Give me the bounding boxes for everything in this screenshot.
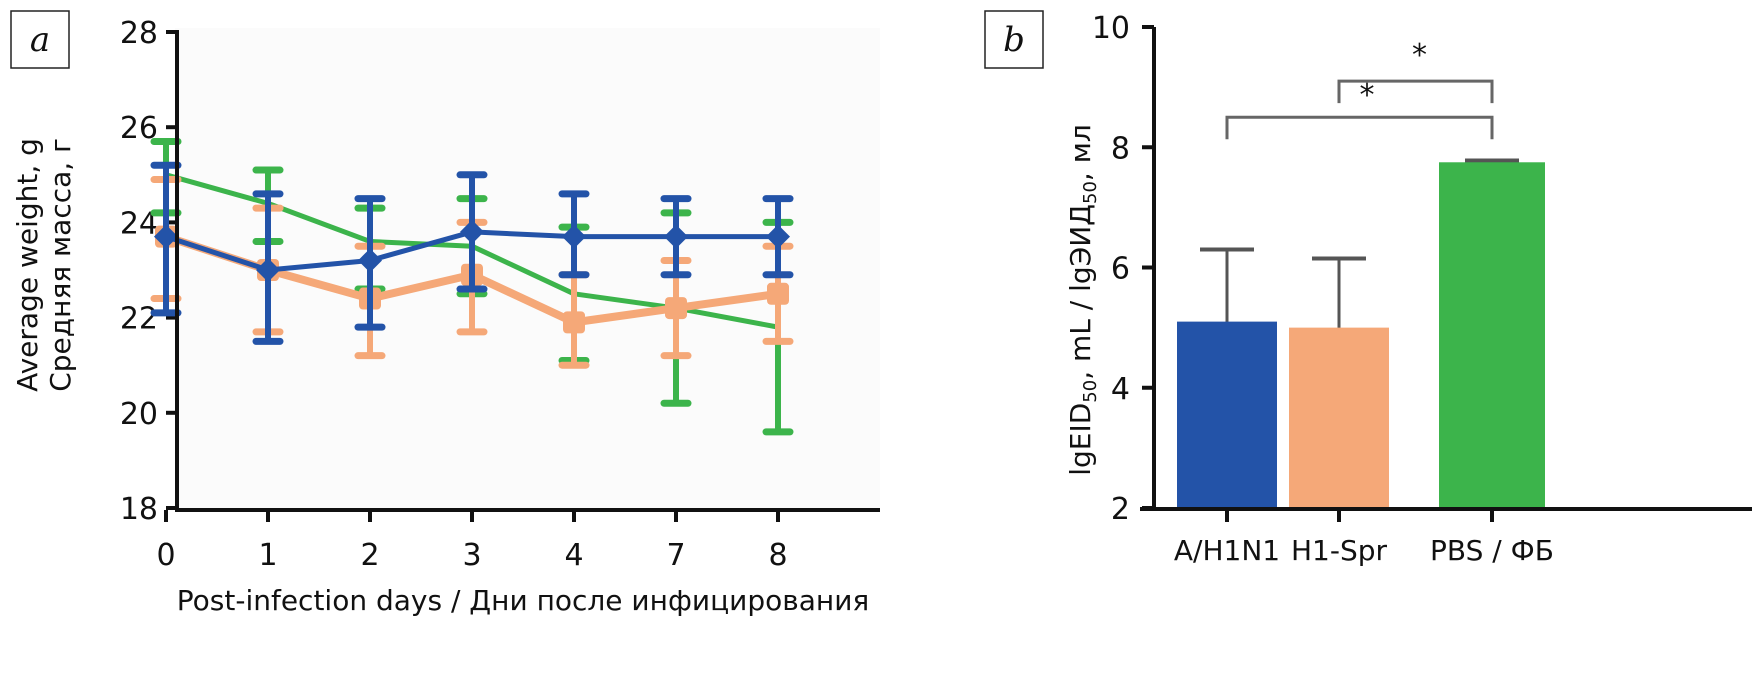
x-tick-label-a: 8 <box>768 538 787 573</box>
x-tick-label-a: 4 <box>564 538 583 573</box>
series-a-h1n1 <box>150 161 794 345</box>
y-tick-label-a: 18 <box>120 492 158 527</box>
bar <box>1177 321 1277 508</box>
y-tick-label-a: 22 <box>120 302 158 337</box>
significance-star: * <box>1360 78 1375 113</box>
significance-bracket <box>1337 79 1494 104</box>
data-point <box>256 258 280 282</box>
y-tick-label-b: 8 <box>1111 131 1130 166</box>
panel-b-label-box <box>984 10 1044 69</box>
significance-star: * <box>1412 38 1427 73</box>
x-tick-label-b: A/H1N1 <box>1174 534 1280 567</box>
bar <box>1289 327 1389 508</box>
y-title-b-sub1: 50 <box>1080 380 1101 403</box>
panel-a-label-box <box>10 10 70 69</box>
y-tick-label-b: 10 <box>1092 11 1130 46</box>
x-tick-label-a: 1 <box>258 538 277 573</box>
y-axis-title-b: lgEID50, mL / lgЭИД50, мл <box>1064 124 1101 476</box>
y-tick-label-a: 20 <box>120 397 158 432</box>
data-point <box>460 219 484 244</box>
y-axis-title-a-line1: Average weight, g <box>11 138 44 392</box>
x-tick-label-a: 2 <box>360 538 379 573</box>
x-axis-title-a: Post-infection days / Дни после инфициро… <box>177 584 870 617</box>
data-point <box>766 224 790 249</box>
data-point <box>562 224 586 249</box>
data-point <box>665 297 687 320</box>
y-tick-label-b: 6 <box>1111 252 1130 287</box>
y-title-b-part3: , мл <box>1064 124 1097 181</box>
y-title-b-sub2: 50 <box>1080 181 1101 204</box>
data-point <box>358 248 382 273</box>
x-tick-label-a: 0 <box>156 538 175 573</box>
data-point <box>664 224 688 249</box>
x-tick-label-a: 3 <box>462 538 481 573</box>
data-point <box>767 282 789 305</box>
data-point <box>154 224 178 249</box>
x-tick-label-b: H1-Spr <box>1291 534 1388 567</box>
x-tick-label-b: PBS / ФБ <box>1430 534 1554 567</box>
data-point <box>563 311 585 334</box>
y-tick-label-b: 2 <box>1111 492 1130 527</box>
y-tick-label-b: 4 <box>1111 372 1130 407</box>
y-title-b-part1: lgEID <box>1064 403 1097 476</box>
panel-a-label: a <box>30 20 50 60</box>
y-title-b-part2: , mL / lgЭИД <box>1064 204 1097 380</box>
y-tick-label-a: 28 <box>120 16 158 51</box>
bar <box>1439 162 1545 508</box>
significance-bracket <box>1225 115 1494 140</box>
x-tick-label-a: 7 <box>666 538 685 573</box>
y-axis-title-a-line2: Средняя масса, г <box>44 138 77 392</box>
panel-b-label: b <box>1003 20 1025 60</box>
